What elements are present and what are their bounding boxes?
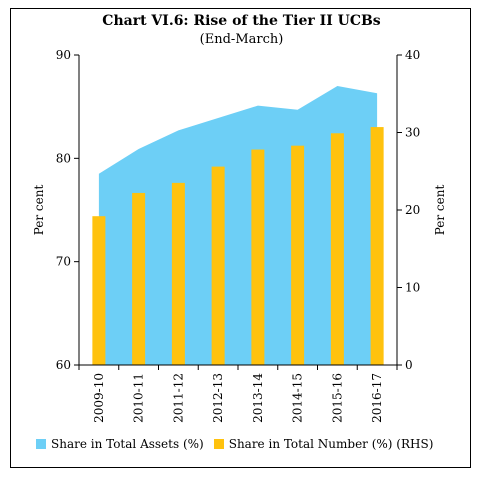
legend-item-number: Share in Total Number (%) (RHS)	[213, 437, 434, 451]
bar-2011-12	[171, 182, 185, 365]
bar-2015-16	[330, 133, 344, 365]
right-axis-title: Per cent	[433, 185, 447, 236]
left-tick-label-60: 60	[56, 358, 71, 372]
area-series-assets	[98, 86, 378, 365]
left-tick-label-90: 90	[56, 48, 71, 62]
bar-2012-13	[211, 166, 225, 365]
chart-title: Chart VI.6: Rise of the Tier II UCBs	[102, 13, 381, 29]
bar-2009-10	[92, 216, 106, 365]
right-tick-label-0: 0	[405, 358, 413, 372]
bar-2014-15	[291, 145, 305, 365]
right-tick-label-10: 10	[405, 281, 420, 295]
x-tick-label-2016-17: 2016-17	[370, 373, 384, 423]
right-tick-label-40: 40	[405, 48, 420, 62]
x-tick-label-2010-11: 2010-11	[132, 373, 146, 423]
x-tick-label-2011-12: 2011-12	[171, 373, 185, 423]
legend-swatch-number	[213, 439, 224, 449]
left-tick-label-80: 80	[56, 151, 71, 165]
legend-label-number: Share in Total Number (%) (RHS)	[228, 437, 434, 451]
legend: Share in Total Assets (%) Share in Total…	[36, 437, 443, 451]
legend-swatch-assets	[36, 439, 46, 449]
chart-subtitle: (End-March)	[199, 32, 284, 47]
x-tick-label-2014-15: 2014-15	[291, 373, 305, 423]
x-tick-label-2015-16: 2015-16	[330, 373, 344, 423]
x-tick-label-2012-13: 2012-13	[211, 373, 225, 423]
legend-item-assets: Share in Total Assets (%)	[36, 437, 204, 451]
right-tick-label-30: 30	[405, 126, 420, 140]
left-axis-title: Per cent	[32, 185, 46, 236]
bar-2016-17	[370, 127, 384, 365]
legend-label-assets: Share in Total Assets (%)	[51, 437, 204, 451]
right-tick-label-20: 20	[405, 203, 420, 217]
bar-2013-14	[251, 149, 265, 365]
bar-2010-11	[132, 192, 146, 365]
left-tick-label-70: 70	[56, 255, 71, 269]
x-tick-label-2013-14: 2013-14	[251, 373, 265, 423]
x-tick-label-2009-10: 2009-10	[92, 373, 106, 423]
